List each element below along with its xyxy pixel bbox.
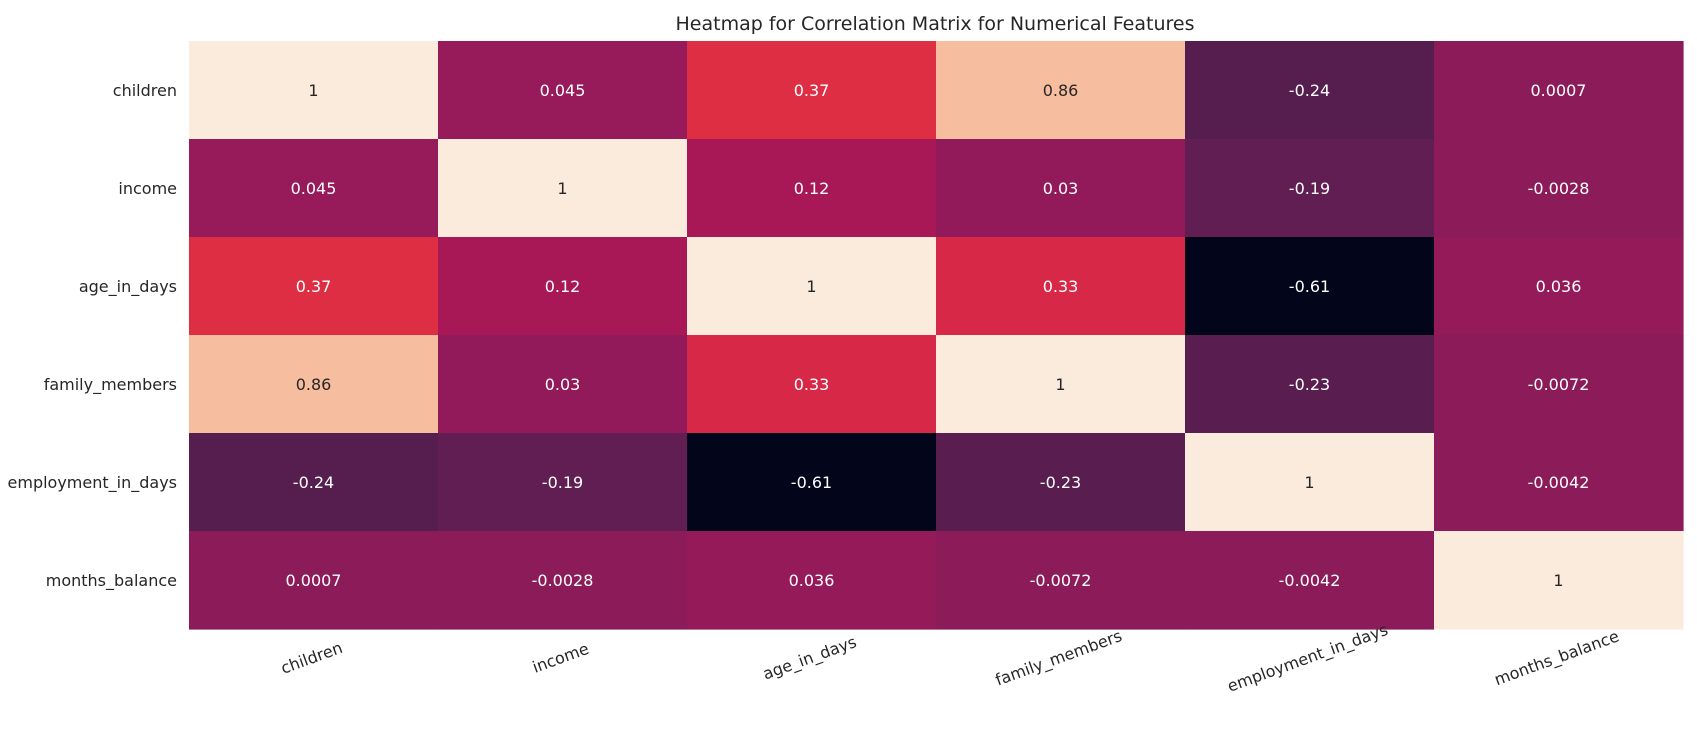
heatmap-cell-family_members-age_in_days — [687, 335, 937, 434]
cell-value-label: 0.036 — [1536, 277, 1582, 296]
heatmap-cell-months_balance-children — [189, 531, 439, 630]
heatmap-cell-family_members-family_members — [936, 335, 1186, 434]
cell-value-label: 1 — [806, 277, 816, 296]
heatmap-cell-employment_in_days-age_in_days — [687, 433, 937, 532]
chart-title: Heatmap for Correlation Matrix for Numer… — [676, 13, 1195, 35]
heatmap-cell-age_in_days-employment_in_days — [1185, 237, 1435, 336]
cell-value-label: -0.24 — [1289, 81, 1330, 100]
cell-value-label: -0.0028 — [532, 571, 594, 590]
heatmap-cell-children-family_members — [936, 41, 1186, 140]
heatmap-cell-family_members-income — [438, 335, 688, 434]
heatmap-cell-employment_in_days-children — [189, 433, 439, 532]
heatmap-cell-age_in_days-months_balance — [1434, 237, 1684, 336]
heatmap-cell-months_balance-family_members — [936, 531, 1186, 630]
y-tick-label: children — [113, 81, 177, 100]
cell-value-label: -0.0028 — [1528, 179, 1590, 198]
cell-value-label: 0.036 — [789, 571, 835, 590]
heatmap-cell-income-children — [189, 139, 439, 238]
y-tick-label: income — [118, 179, 177, 198]
cell-value-label: 0.12 — [545, 277, 581, 296]
cell-value-label: 0.37 — [296, 277, 332, 296]
cell-value-label: -0.24 — [293, 473, 334, 492]
heatmap-cell-children-income — [438, 41, 688, 140]
cell-value-label: 0.86 — [1043, 81, 1079, 100]
cell-value-label: -0.19 — [542, 473, 583, 492]
heatmap-cell-employment_in_days-family_members — [936, 433, 1186, 532]
cell-value-label: 0.03 — [1043, 179, 1079, 198]
cell-value-label: -0.0072 — [1528, 375, 1590, 394]
heatmap-cell-family_members-children — [189, 335, 439, 434]
heatmap-cell-income-employment_in_days — [1185, 139, 1435, 238]
cell-value-label: 0.045 — [540, 81, 586, 100]
heatmap-cell-family_members-months_balance — [1434, 335, 1684, 434]
cell-value-label: -0.0072 — [1030, 571, 1092, 590]
heatmap-cell-age_in_days-family_members — [936, 237, 1186, 336]
heatmap-cell-children-months_balance — [1434, 41, 1684, 140]
cell-value-label: 1 — [1553, 571, 1563, 590]
y-tick-label: months_balance — [46, 571, 177, 591]
cell-value-label: -0.61 — [1289, 277, 1330, 296]
heatmap-cell-months_balance-employment_in_days — [1185, 531, 1435, 630]
heatmap-annotations: 1 0.045 0.37 0.86 -0.24 0.0007 0.045 1 0.12 0.03 -… — [286, 81, 1590, 590]
heatmap-cell-income-family_members — [936, 139, 1186, 238]
heatmap-cell-age_in_days-age_in_days — [687, 237, 937, 336]
cell-value-label: 0.86 — [296, 375, 332, 394]
cell-value-label: 1 — [557, 179, 567, 198]
heatmap-cell-children-age_in_days — [687, 41, 937, 140]
heatmap-cell-employment_in_days-months_balance — [1434, 433, 1684, 532]
heatmap-cell-age_in_days-children — [189, 237, 439, 336]
heatmap-cell-employment_in_days-income — [438, 433, 688, 532]
cell-value-label: 0.33 — [794, 375, 830, 394]
cell-value-label: 0.0007 — [1531, 81, 1587, 100]
y-tick-label: family_members — [44, 375, 177, 395]
y-tick-label: age_in_days — [79, 277, 177, 297]
cell-value-label: -0.0042 — [1279, 571, 1341, 590]
heatmap-cell-age_in_days-income — [438, 237, 688, 336]
heatmap-cell-children-employment_in_days — [1185, 41, 1435, 140]
cell-value-label: 0.33 — [1043, 277, 1079, 296]
cell-value-label: 1 — [1055, 375, 1065, 394]
heatmap-cell-months_balance-age_in_days — [687, 531, 937, 630]
cell-value-label: 0.12 — [794, 179, 830, 198]
heatmap-cells — [189, 41, 1684, 630]
cell-value-label: 0.045 — [291, 179, 337, 198]
heatmap-cell-family_members-employment_in_days — [1185, 335, 1435, 434]
cell-value-label: -0.23 — [1289, 375, 1330, 394]
cell-value-label: -0.0042 — [1528, 473, 1590, 492]
cell-value-label: 1 — [308, 81, 318, 100]
heatmap-cell-months_balance-months_balance — [1434, 531, 1684, 630]
heatmap-cell-income-age_in_days — [687, 139, 937, 238]
y-tick-label: employment_in_days — [8, 473, 177, 493]
cell-value-label: 0.03 — [545, 375, 581, 394]
heatmap-cell-employment_in_days-employment_in_days — [1185, 433, 1435, 532]
heatmap-cell-months_balance-income — [438, 531, 688, 630]
cell-value-label: -0.61 — [791, 473, 832, 492]
y-tick-labels: children income age_in_days family_memberse… — [8, 81, 177, 591]
heatmap-cell-children-children — [189, 41, 439, 140]
heatmap-cell-income-months_balance — [1434, 139, 1684, 238]
cell-value-label: -0.23 — [1040, 473, 1081, 492]
cell-value-label: 1 — [1304, 473, 1314, 492]
cell-value-label: 0.37 — [794, 81, 830, 100]
cell-value-label: 0.0007 — [286, 571, 342, 590]
cell-value-label: -0.19 — [1289, 179, 1330, 198]
heatmap-cell-income-income — [438, 139, 688, 238]
